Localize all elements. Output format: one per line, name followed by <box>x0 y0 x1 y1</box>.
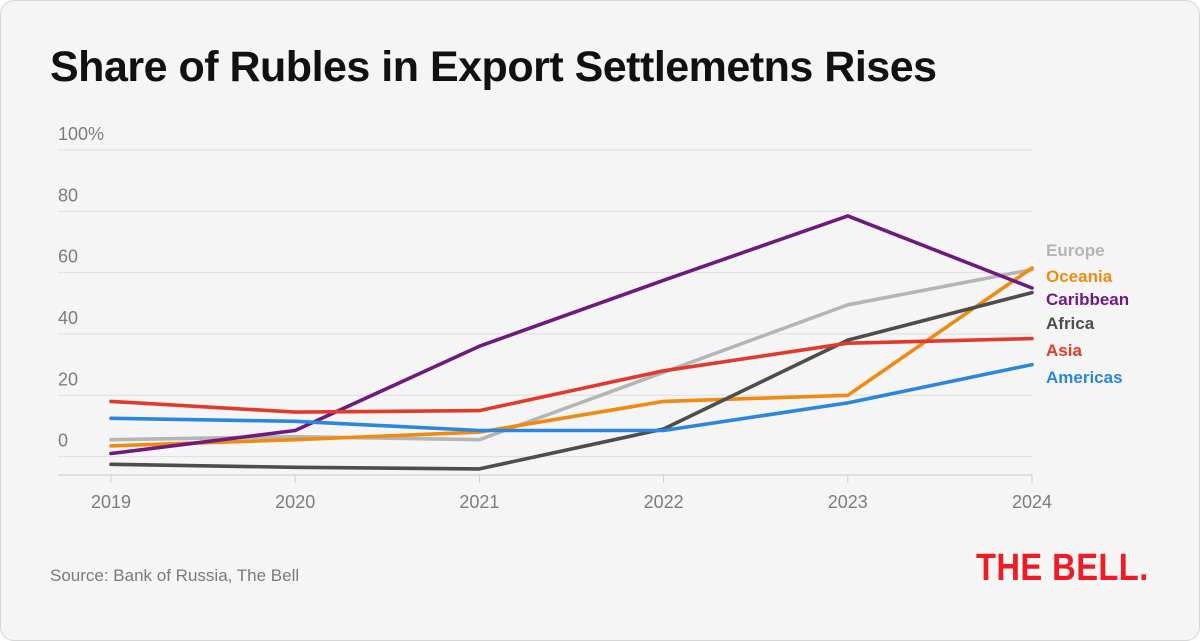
series-label-americas: Americas <box>1046 368 1123 387</box>
series-line-asia <box>109 336 1034 414</box>
series-line-caribbean <box>109 214 1034 456</box>
x-tick-label: 2024 <box>1012 492 1052 512</box>
series-label-asia: Asia <box>1046 341 1082 360</box>
series-label-oceania: Oceania <box>1046 267 1113 286</box>
series-line-europe <box>109 267 1034 442</box>
series-line-oceania <box>109 266 1034 448</box>
series-label-africa: Africa <box>1046 314 1095 333</box>
chart-title: Share of Rubles in Export Settlemetns Ri… <box>50 43 937 91</box>
series-label-europe: Europe <box>1046 241 1105 260</box>
x-tick-label: 2021 <box>459 492 499 512</box>
y-tick-label: 0 <box>58 431 68 451</box>
series-labels: Europe Oceania Caribbean Africa Asia Americas <box>1046 241 1129 387</box>
the-bell-logo: THE BELL. <box>976 547 1149 589</box>
y-tick-label: 100% <box>58 124 104 144</box>
series-line-africa <box>109 290 1034 471</box>
x-tick-label: 2022 <box>644 492 684 512</box>
y-tick-label: 60 <box>58 247 78 267</box>
y-tick-label: 20 <box>58 369 78 389</box>
source-note: Source: Bank of Russia, The Bell <box>50 566 300 585</box>
y-tick-label: 40 <box>58 308 78 328</box>
x-tick-label: 2019 <box>91 492 131 512</box>
y-tick-label: 80 <box>58 185 78 205</box>
grid-lines <box>58 149 1032 458</box>
series-line-americas <box>109 362 1034 433</box>
x-tick-label: 2023 <box>828 492 868 512</box>
y-axis-tick-labels: 100% 80 60 40 20 0 <box>58 124 104 451</box>
series-label-caribbean: Caribbean <box>1046 290 1129 309</box>
series-lines <box>109 214 1034 471</box>
x-tick-label: 2020 <box>275 492 315 512</box>
x-axis: 2019 2020 2021 2022 2023 2024 <box>58 474 1052 512</box>
